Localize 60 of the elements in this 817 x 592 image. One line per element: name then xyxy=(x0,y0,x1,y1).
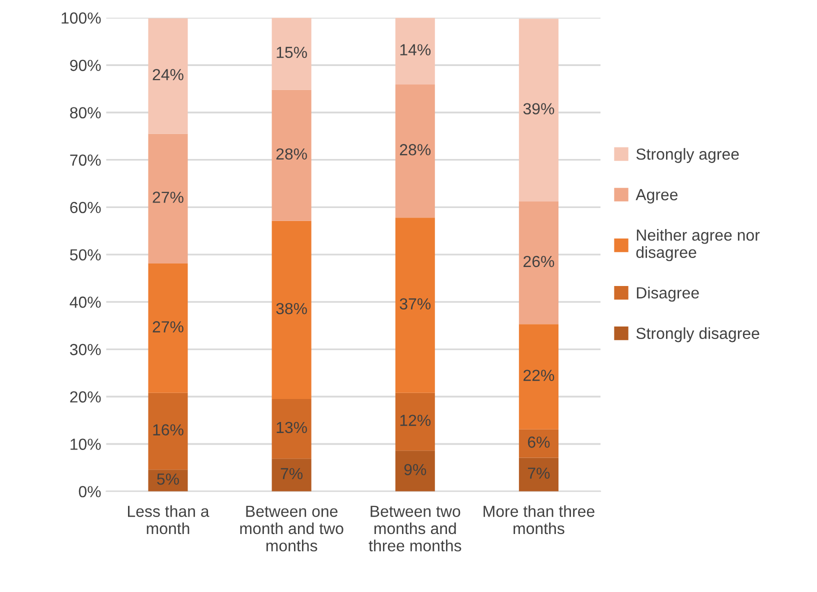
bar xyxy=(272,458,312,492)
data-label: 7% xyxy=(280,468,303,480)
y-tick-label: 60% xyxy=(70,202,101,214)
data-label: 12% xyxy=(400,414,431,426)
y-tick-label: 0% xyxy=(78,486,101,498)
x-tick-label: Between one month and two months xyxy=(240,506,344,552)
data-label: 5% xyxy=(157,474,179,485)
bar xyxy=(272,220,312,400)
bar xyxy=(518,429,558,458)
legend-label: Agree xyxy=(636,189,678,204)
data-label: 28% xyxy=(276,148,307,160)
data-label: 26% xyxy=(524,256,554,268)
bar xyxy=(395,18,435,85)
data-label: 6% xyxy=(528,436,550,448)
legend-label: Disagree xyxy=(636,286,699,302)
y-tick-label: 50% xyxy=(70,249,101,261)
data-label: 9% xyxy=(404,464,426,476)
bar xyxy=(272,18,312,90)
bar xyxy=(395,392,435,451)
data-label: 14% xyxy=(400,44,431,56)
bar xyxy=(148,134,188,264)
bar xyxy=(272,399,312,459)
data-label: 39% xyxy=(523,103,554,114)
data-label: 24% xyxy=(152,68,184,80)
bar xyxy=(518,18,558,202)
bar xyxy=(148,18,188,134)
bar xyxy=(518,458,558,492)
data-label: 37% xyxy=(400,298,431,310)
data-label: 16% xyxy=(153,424,184,436)
data-label: 13% xyxy=(276,422,307,434)
bar xyxy=(518,324,558,430)
y-tick-label: 40% xyxy=(70,296,101,308)
legend-label: Neither agree nor disagree xyxy=(636,229,760,262)
bar xyxy=(518,202,558,324)
legend-label: Strongly disagree xyxy=(636,327,760,342)
y-tick-label: 10% xyxy=(70,438,101,450)
bar xyxy=(148,264,188,393)
data-label: 27% xyxy=(152,192,184,203)
bar xyxy=(395,84,435,218)
bar xyxy=(395,218,435,393)
data-label: 28% xyxy=(400,144,431,156)
y-tick-label: 90% xyxy=(70,60,101,72)
x-tick-label: Between two months and three months xyxy=(368,506,462,552)
data-label: 27% xyxy=(152,321,184,332)
x-tick-label: More than three months xyxy=(484,505,594,534)
bar xyxy=(272,90,312,221)
bar xyxy=(395,450,435,492)
bar xyxy=(148,470,188,492)
y-tick-label: 80% xyxy=(70,107,101,118)
y-tick-label: 20% xyxy=(70,391,101,403)
data-label: 22% xyxy=(524,370,554,381)
y-tick-label: 70% xyxy=(70,154,101,166)
data-label: 38% xyxy=(276,302,307,314)
bar xyxy=(148,392,188,470)
data-label: 15% xyxy=(276,46,307,58)
legend-label: Strongly agree xyxy=(636,148,739,163)
data-label: 7% xyxy=(528,468,550,479)
x-tick-label: Less than a month xyxy=(128,505,210,534)
y-tick-label: 30% xyxy=(70,344,101,356)
y-tick-label: 100% xyxy=(62,12,101,24)
